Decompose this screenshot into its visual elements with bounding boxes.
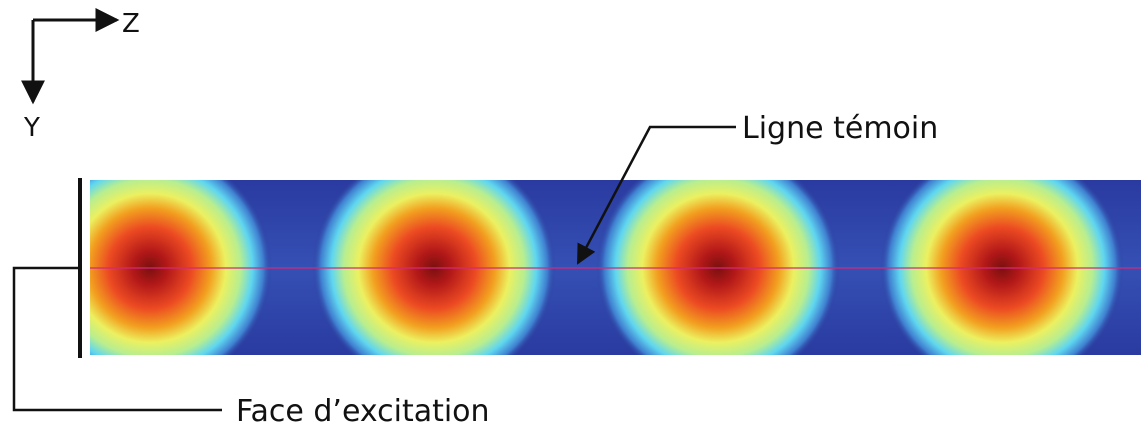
z-axis-label: Z [122, 9, 140, 39]
probe-line-leader [576, 125, 736, 265]
field-map [90, 180, 1141, 355]
excitation-face-label: Face d’excitation [236, 394, 490, 429]
probe-line-label: Ligne témoin [742, 111, 938, 146]
excitation-face-leader [12, 266, 222, 412]
axes-indicator: Z Y [20, 8, 140, 143]
y-axis-label: Y [23, 113, 40, 143]
